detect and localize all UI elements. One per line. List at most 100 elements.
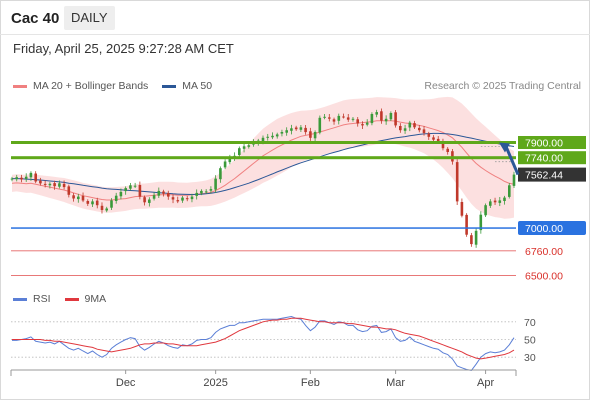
resistance-label: 7900.00 [525, 138, 563, 150]
candle-body [214, 178, 217, 190]
candle-body [413, 123, 416, 128]
x-axis-label: Dec [116, 377, 136, 389]
resistance-label-box [518, 136, 586, 149]
candle-body [238, 148, 241, 155]
candle-body [403, 128, 407, 131]
candle-body [228, 157, 232, 163]
candle-body [219, 168, 222, 180]
candle-body [484, 205, 487, 216]
ma50-line [12, 132, 515, 196]
candle-body [209, 189, 213, 191]
legend-item-ma50: MA 50 [162, 80, 212, 92]
candle-body [39, 180, 42, 184]
candle-body [436, 138, 440, 142]
candle-body [67, 186, 71, 195]
candle-body [48, 183, 52, 186]
support-label: 6760.00 [525, 246, 563, 258]
candle-body [441, 142, 445, 149]
candle-body [34, 173, 37, 182]
symbol-title: Cac 40 [11, 10, 60, 27]
candle-body [86, 201, 90, 204]
candle-body [408, 122, 412, 128]
candle-body [77, 196, 80, 200]
resistance-label: 7740.00 [525, 153, 563, 165]
candle-body [133, 185, 137, 187]
candle-body [195, 192, 198, 196]
candle-body [247, 145, 251, 147]
candle-body [204, 191, 208, 193]
9ma-swatch [64, 297, 79, 301]
candle-body [15, 177, 18, 180]
candle-body [176, 200, 180, 202]
x-axis-label: Apr [477, 377, 494, 389]
candle-body [114, 195, 118, 201]
candle-body [185, 198, 189, 200]
candle-body [460, 202, 464, 216]
candle-body [346, 117, 350, 120]
legend-item-ma20: MA 20 + Bollinger Bands [13, 80, 148, 92]
candle-body [223, 161, 227, 168]
x-axis-label: 2025 [203, 377, 227, 389]
candle-body [20, 177, 23, 180]
candle-body [380, 111, 383, 121]
candle-body [503, 197, 506, 201]
candle-body [465, 214, 468, 235]
legend-label-ma50: MA 50 [182, 80, 213, 92]
ma20-line [11, 120, 515, 201]
candle-body [100, 205, 104, 210]
candle-body [152, 195, 156, 199]
candle-body [81, 195, 85, 201]
rsi-line [12, 315, 515, 371]
candle-body [356, 119, 359, 124]
candle-body [318, 117, 322, 133]
candle-body [72, 195, 75, 199]
candle-body [266, 136, 269, 138]
candle-body [422, 129, 426, 133]
forecast-arrow-head [499, 142, 510, 153]
last-price-label: 7562.44 [525, 170, 563, 182]
candle-body [143, 197, 146, 203]
candle-body [171, 197, 175, 200]
candle-body [446, 148, 449, 152]
candle-body [24, 176, 28, 179]
candle-body [91, 201, 94, 205]
rsi-tick-label: 30 [524, 352, 536, 364]
candle-body [489, 201, 492, 206]
candle-body [474, 230, 478, 245]
candle-body [105, 208, 108, 211]
main-legend: MA 20 + Bollinger Bands MA 50 [13, 80, 226, 92]
period-button[interactable]: DAILY [64, 6, 115, 30]
candle-body [394, 112, 397, 126]
rsi-legend: RSI 9MA [13, 293, 120, 305]
candle-body [271, 135, 274, 138]
candle-body [58, 183, 61, 187]
candle-body [342, 116, 345, 118]
candle-body [470, 235, 473, 245]
x-axis-label: Mar [386, 377, 405, 389]
support-label: 6500.00 [525, 271, 563, 283]
candle-body [200, 190, 203, 194]
candle-body [138, 185, 142, 197]
legend-label-9ma: 9MA [84, 293, 107, 305]
pivot-line [11, 227, 516, 229]
rsi-9ma-line [12, 317, 515, 360]
forecast-arrow-shaft [504, 145, 520, 176]
candle-body [493, 200, 497, 203]
candle-body [280, 132, 284, 134]
pivot-label: 7000.00 [525, 223, 563, 235]
candle-body [294, 127, 298, 130]
candle-body [62, 183, 66, 188]
candle-body [148, 199, 151, 203]
pivot-label-box [518, 221, 586, 235]
legend-item-rsi: RSI [13, 293, 51, 305]
resistance-label-box [518, 151, 586, 165]
candle-body [119, 191, 123, 197]
last-price-box [518, 167, 586, 182]
candle-body [455, 162, 459, 202]
candle-body [365, 122, 369, 125]
support-line [11, 275, 516, 276]
candle-body [157, 190, 161, 196]
candle-body [309, 131, 312, 138]
timestamp: Friday, April 25, 2025 9:27:28 AM CET [13, 41, 234, 56]
legend-item-9ma: 9MA [64, 293, 107, 305]
